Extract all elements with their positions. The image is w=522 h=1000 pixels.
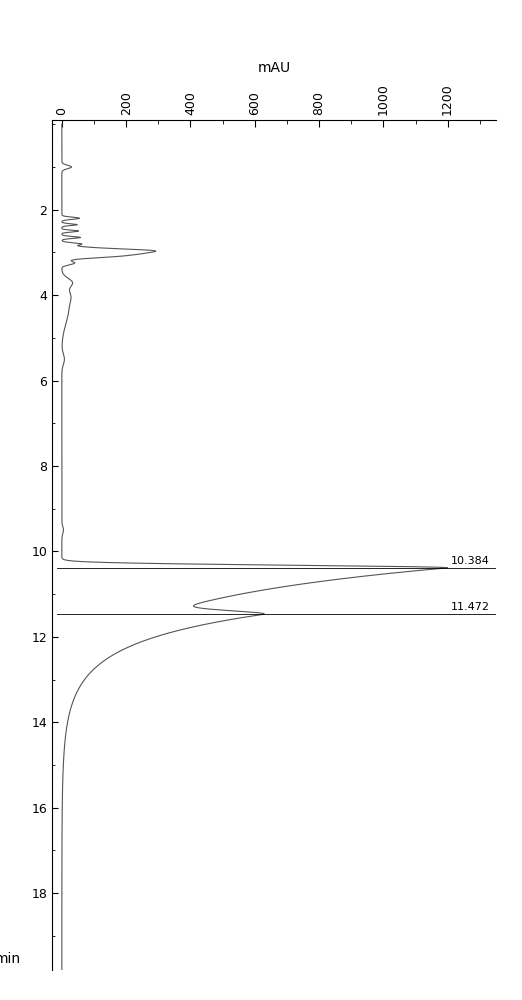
Y-axis label: min: min [0, 952, 21, 966]
X-axis label: mAU: mAU [257, 61, 291, 75]
Text: 10.384: 10.384 [450, 556, 490, 566]
Text: 11.472: 11.472 [450, 602, 490, 612]
